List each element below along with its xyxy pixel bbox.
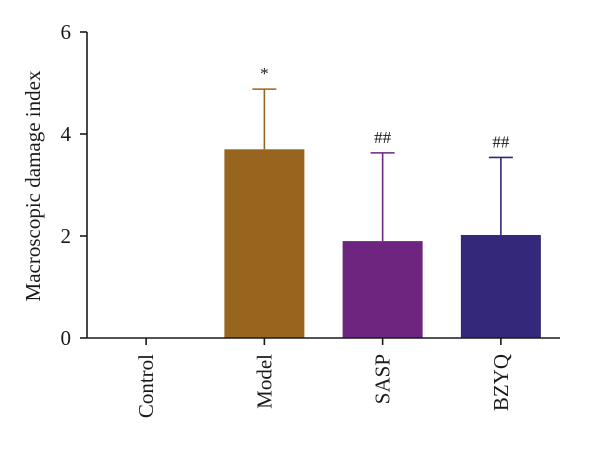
significance-marker-sasp: ##	[374, 128, 392, 147]
y-tick-label: 4	[61, 122, 72, 146]
y-axis-title: Macroscopic damage index	[21, 70, 45, 301]
bar-model	[224, 149, 305, 338]
bar-bzyq	[460, 234, 541, 338]
x-category-label: Model	[252, 354, 276, 409]
significance-marker-model: *	[260, 64, 269, 83]
y-tick-label: 2	[61, 224, 72, 248]
x-category-label: SASP	[371, 354, 395, 404]
bar-group	[224, 149, 541, 338]
significance-marker-group: * ## ##	[260, 64, 510, 151]
x-category-label: Control	[134, 354, 158, 418]
y-tick-label: 6	[61, 20, 72, 44]
x-axis: Control Model SASP BZYQ	[87, 337, 560, 418]
y-axis: 0 2 4 6	[61, 20, 88, 350]
bar-sasp	[342, 241, 423, 338]
y-tick-label: 0	[61, 326, 72, 350]
x-category-label: BZYQ	[489, 354, 513, 411]
error-bar-group	[252, 88, 513, 242]
significance-marker-bzyq: ##	[492, 132, 510, 151]
